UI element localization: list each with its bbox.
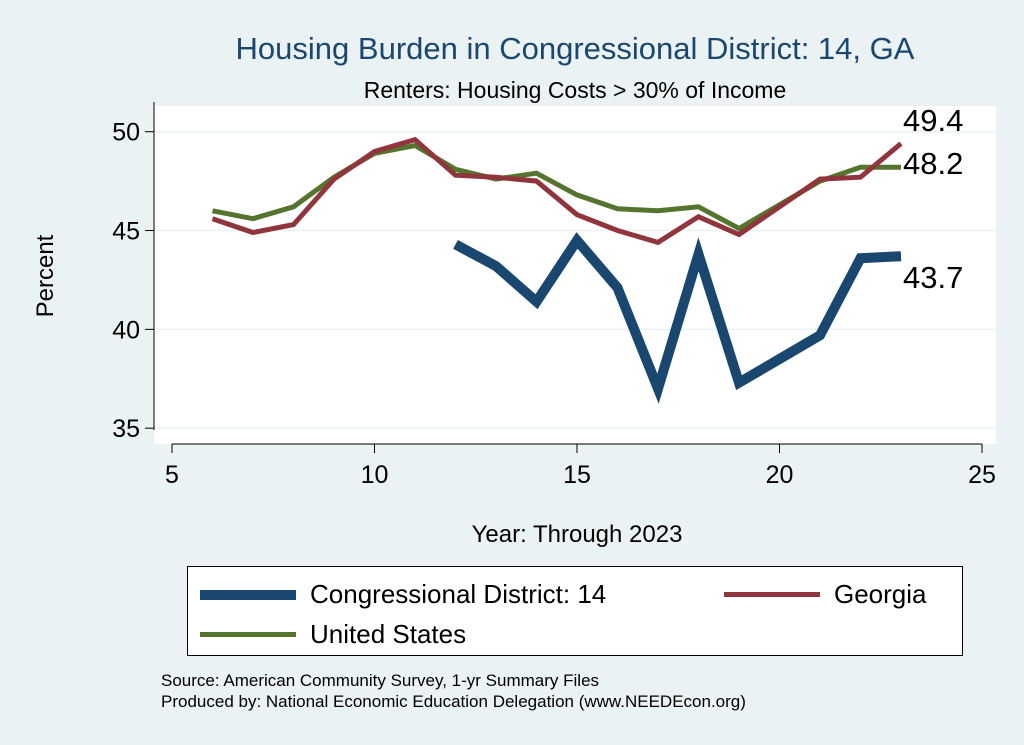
legend-swatch-georgia (724, 592, 820, 597)
series-line-georgia (211, 136, 903, 246)
y-axis-label: Percent (32, 234, 59, 317)
y-tick-label-40: 40 (112, 316, 140, 344)
x-tick-label-20: 20 (766, 461, 794, 489)
chart-subtitle: Renters: Housing Costs > 30% of Income (364, 77, 787, 103)
legend-label-georgia: Georgia (834, 579, 927, 609)
legend-item-us: United States (200, 619, 466, 650)
legend: Congressional District: 14 Georgia Unite… (187, 566, 963, 656)
legend-label-us: United States (310, 619, 467, 649)
series-lines (211, 136, 903, 404)
legend-label-district: Congressional District: 14 (310, 579, 607, 609)
x-tick-label-25: 25 (968, 461, 996, 489)
gridlines (154, 130, 996, 429)
y-tick-label-35: 35 (112, 415, 140, 443)
plot-area (154, 106, 996, 444)
footer-source: Source: American Community Survey, 1-yr … (161, 671, 600, 690)
y-tick-label-45: 45 (112, 218, 140, 246)
y-tick-label-50: 50 (112, 119, 140, 147)
legend-swatch-district (200, 589, 296, 600)
legend-swatch-us (200, 632, 296, 637)
end-labels: 43.7 49.4 48.2 (903, 103, 963, 295)
x-axis-label: Year: Through 2023 (472, 521, 683, 548)
chart-title: Housing Burden in Congressional District… (236, 31, 915, 66)
x-tick-label-10: 10 (361, 461, 389, 489)
footer-producer: Produced by: National Economic Education… (161, 692, 746, 711)
x-tick-label-15: 15 (563, 461, 591, 489)
series-line-district (453, 232, 902, 404)
axes: 35 40 45 50 5 10 15 20 25 (112, 102, 996, 489)
x-tick-label-5: 5 (165, 461, 179, 489)
end-label-district: 43.7 (903, 260, 963, 295)
end-label-us: 48.2 (903, 146, 963, 181)
end-label-georgia: 49.4 (903, 103, 963, 138)
legend-item-georgia: Georgia (724, 579, 927, 610)
legend-item-district: Congressional District: 14 (200, 579, 606, 610)
